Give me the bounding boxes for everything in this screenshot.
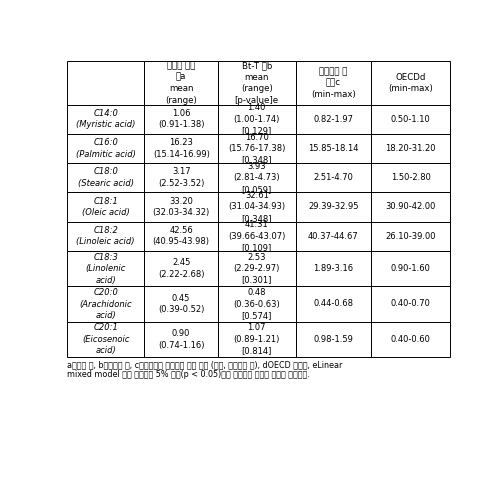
Text: 3.93
(2.81-4.73)
[0.059]: 3.93 (2.81-4.73) [0.059] bbox=[233, 162, 280, 193]
Bar bbox=[371, 163, 450, 192]
Text: 0.48
(0.36-0.63)
[0.574]: 0.48 (0.36-0.63) [0.574] bbox=[233, 288, 280, 320]
Text: 모품종 동진
벼a
mean
(range): 모품종 동진 벼a mean (range) bbox=[165, 61, 197, 105]
Bar bbox=[371, 134, 450, 163]
Text: 0.50-1.10: 0.50-1.10 bbox=[391, 115, 430, 124]
Bar bbox=[218, 163, 295, 192]
Text: 18.20-31.20: 18.20-31.20 bbox=[386, 144, 436, 153]
Bar bbox=[371, 251, 450, 286]
Bar bbox=[295, 286, 371, 322]
Bar bbox=[67, 61, 144, 105]
Text: 42.56
(40.95-43.98): 42.56 (40.95-43.98) bbox=[153, 226, 210, 246]
Bar bbox=[144, 163, 218, 192]
Bar bbox=[371, 322, 450, 357]
Bar bbox=[218, 105, 295, 134]
Bar bbox=[218, 192, 295, 222]
Text: 16.70
(15.76-17.38)
[0.348]: 16.70 (15.76-17.38) [0.348] bbox=[228, 132, 285, 165]
Bar bbox=[144, 105, 218, 134]
Bar bbox=[295, 322, 371, 357]
Text: 3.17
(2.52-3.52): 3.17 (2.52-3.52) bbox=[158, 168, 205, 188]
Text: 0.90
(0.74-1.16): 0.90 (0.74-1.16) bbox=[158, 329, 205, 349]
Text: 0.45
(0.39-0.52): 0.45 (0.39-0.52) bbox=[158, 294, 205, 314]
Text: 2.53
(2.29-2.97)
[0.301]: 2.53 (2.29-2.97) [0.301] bbox=[233, 252, 280, 285]
Text: 30.90-42.00: 30.90-42.00 bbox=[386, 203, 436, 212]
Text: 0.40-0.60: 0.40-0.60 bbox=[391, 335, 430, 344]
Text: mixed model 검정 통계로서 5% 수준(p < 0.05)에서 대조구의 유의한 차이를 검정한다.: mixed model 검정 통계로서 5% 수준(p < 0.05)에서 대조… bbox=[67, 370, 309, 379]
Text: OECDd
(min-max): OECDd (min-max) bbox=[388, 73, 433, 93]
Text: 0.40-0.70: 0.40-0.70 bbox=[391, 300, 430, 309]
Bar bbox=[67, 163, 144, 192]
Text: 16.23
(15.14-16.99): 16.23 (15.14-16.99) bbox=[153, 138, 210, 159]
Bar bbox=[218, 134, 295, 163]
Bar bbox=[144, 134, 218, 163]
Text: a모품종 벼, b형질전환 벼, c상업적으로 재배되고 있는 작물 (안미, 니폰바레 벼), dOECD 데이터, eLinear: a모품종 벼, b형질전환 벼, c상업적으로 재배되고 있는 작물 (안미, … bbox=[67, 360, 342, 369]
Bar bbox=[144, 322, 218, 357]
Text: 1.89-3.16: 1.89-3.16 bbox=[313, 264, 353, 273]
Bar bbox=[218, 222, 295, 251]
Text: 40.37-44.67: 40.37-44.67 bbox=[308, 232, 359, 241]
Bar bbox=[67, 222, 144, 251]
Bar bbox=[218, 251, 295, 286]
Bar bbox=[218, 286, 295, 322]
Text: 0.44-0.68: 0.44-0.68 bbox=[313, 300, 353, 309]
Text: C18:0
(Stearic acid): C18:0 (Stearic acid) bbox=[78, 168, 134, 188]
Bar bbox=[295, 61, 371, 105]
Text: 2.51-4.70: 2.51-4.70 bbox=[313, 173, 353, 182]
Text: 2.45
(2.22-2.68): 2.45 (2.22-2.68) bbox=[158, 258, 205, 279]
Text: C18:3
(Linolenic
acid): C18:3 (Linolenic acid) bbox=[86, 252, 126, 285]
Bar bbox=[218, 61, 295, 105]
Text: 1.07
(0.89-1.21)
[0.814]: 1.07 (0.89-1.21) [0.814] bbox=[233, 324, 280, 355]
Bar bbox=[295, 105, 371, 134]
Bar bbox=[144, 222, 218, 251]
Bar bbox=[371, 192, 450, 222]
Text: C20:1
(Eicosenoic
acid): C20:1 (Eicosenoic acid) bbox=[82, 324, 130, 355]
Bar bbox=[295, 192, 371, 222]
Bar bbox=[295, 222, 371, 251]
Text: 26.10-39.00: 26.10-39.00 bbox=[386, 232, 436, 241]
Text: C18:2
(Linoleic acid): C18:2 (Linoleic acid) bbox=[77, 226, 135, 246]
Bar bbox=[371, 105, 450, 134]
Bar bbox=[371, 222, 450, 251]
Bar bbox=[295, 251, 371, 286]
Bar bbox=[144, 61, 218, 105]
Text: 0.90-1.60: 0.90-1.60 bbox=[391, 264, 430, 273]
Text: 상업품종 벼
범위c
(min-max): 상업품종 벼 범위c (min-max) bbox=[311, 67, 356, 99]
Text: 15.85-18.14: 15.85-18.14 bbox=[308, 144, 359, 153]
Text: 0.82-1.97: 0.82-1.97 bbox=[313, 115, 353, 124]
Text: 41.31
(39.66-43.07)
[0.109]: 41.31 (39.66-43.07) [0.109] bbox=[228, 220, 285, 252]
Bar bbox=[144, 286, 218, 322]
Bar bbox=[67, 322, 144, 357]
Text: 32.61
(31.04-34.93)
[0.348]: 32.61 (31.04-34.93) [0.348] bbox=[228, 191, 285, 223]
Bar bbox=[67, 251, 144, 286]
Text: C20:0
(Arachidonic
acid): C20:0 (Arachidonic acid) bbox=[79, 288, 132, 320]
Bar bbox=[144, 192, 218, 222]
Text: Bt-T 벼b
mean
(range)
[p-value]e: Bt-T 벼b mean (range) [p-value]e bbox=[235, 61, 279, 105]
Text: 1.40
(1.00-1.74)
[0.129]: 1.40 (1.00-1.74) [0.129] bbox=[233, 103, 280, 135]
Text: 0.98-1.59: 0.98-1.59 bbox=[313, 335, 353, 344]
Bar bbox=[67, 105, 144, 134]
Text: 33.20
(32.03-34.32): 33.20 (32.03-34.32) bbox=[153, 197, 210, 217]
Bar bbox=[144, 251, 218, 286]
Text: C18:1
(Oleic acid): C18:1 (Oleic acid) bbox=[82, 197, 130, 217]
Bar bbox=[295, 134, 371, 163]
Bar bbox=[371, 286, 450, 322]
Text: C16:0
(Palmitic acid): C16:0 (Palmitic acid) bbox=[76, 138, 136, 159]
Bar bbox=[67, 192, 144, 222]
Bar bbox=[371, 61, 450, 105]
Text: 1.50-2.80: 1.50-2.80 bbox=[391, 173, 430, 182]
Text: C14:0
(Myristic acid): C14:0 (Myristic acid) bbox=[76, 109, 135, 130]
Bar bbox=[218, 322, 295, 357]
Text: 1.06
(0.91-1.38): 1.06 (0.91-1.38) bbox=[158, 109, 205, 130]
Bar bbox=[67, 134, 144, 163]
Text: 29.39-32.95: 29.39-32.95 bbox=[308, 203, 359, 212]
Bar bbox=[295, 163, 371, 192]
Bar bbox=[67, 286, 144, 322]
